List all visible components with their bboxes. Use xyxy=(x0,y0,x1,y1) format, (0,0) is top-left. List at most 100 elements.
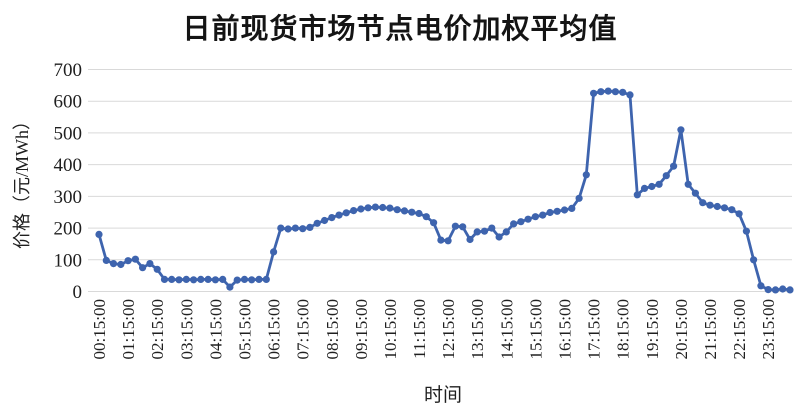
x-tick-label: 16:15:00 xyxy=(556,299,575,359)
y-tick-label: 400 xyxy=(54,155,83,176)
data-point-marker xyxy=(102,256,110,264)
y-axis-tick-labels: 0 100 200 300 400 500 600 700 xyxy=(54,60,83,303)
data-point-marker xyxy=(197,275,205,283)
x-tick-label: 20:15:00 xyxy=(672,299,691,359)
data-point-marker xyxy=(240,275,249,283)
x-tick-label: 13:15:00 xyxy=(468,299,487,359)
x-tick-label: 21:15:00 xyxy=(701,299,720,359)
data-point-marker xyxy=(597,88,605,96)
x-tick-label: 23:15:00 xyxy=(759,299,778,359)
data-point-marker xyxy=(117,260,125,269)
data-point-marker xyxy=(328,214,336,222)
data-point-marker xyxy=(139,264,147,272)
data-point-marker xyxy=(262,275,270,283)
data-point-marker xyxy=(466,235,474,244)
y-tick-label: 0 xyxy=(73,282,83,303)
data-point-marker xyxy=(226,283,234,291)
x-tick-label: 12:15:00 xyxy=(439,299,458,359)
data-point-marker xyxy=(633,191,641,199)
data-point-marker xyxy=(626,91,634,99)
x-tick-label: 15:15:00 xyxy=(526,299,545,359)
data-point-marker xyxy=(590,89,598,97)
x-tick-label: 18:15:00 xyxy=(614,299,633,359)
data-point-marker xyxy=(437,236,445,244)
data-point-marker xyxy=(175,276,183,284)
x-tick-label: 17:15:00 xyxy=(585,299,604,359)
data-point-marker xyxy=(750,256,758,264)
data-point-marker xyxy=(124,257,132,265)
data-point-marker xyxy=(379,203,387,212)
data-point-marker xyxy=(233,276,241,284)
data-point-marker xyxy=(720,204,729,212)
data-point-marker xyxy=(371,203,379,211)
data-point-marker xyxy=(575,194,583,202)
y-tick-label: 300 xyxy=(54,187,83,208)
data-point-marker xyxy=(568,204,576,212)
x-axis-tick-labels: 00:15:00 01:15:00 02:15:00 03:15:00 04:15:00… xyxy=(90,299,778,359)
data-point-marker xyxy=(677,126,685,134)
data-point-marker xyxy=(313,219,321,227)
data-point-marker xyxy=(764,286,772,294)
data-point-marker xyxy=(306,223,314,231)
x-tick-label: 03:15:00 xyxy=(177,299,196,359)
data-point-marker xyxy=(502,228,510,236)
y-tick-label: 700 xyxy=(54,60,83,81)
data-point-marker xyxy=(109,260,118,268)
data-point-marker xyxy=(517,218,525,226)
x-tick-label: 11:15:00 xyxy=(410,299,429,359)
data-point-marker xyxy=(459,223,467,231)
data-point-marker xyxy=(168,275,176,283)
data-point-marker xyxy=(757,282,765,290)
data-point-marker xyxy=(422,213,430,221)
data-point-marker xyxy=(430,219,438,227)
data-point-marker xyxy=(219,275,227,283)
x-tick-label: 22:15:00 xyxy=(730,299,749,359)
data-point-marker xyxy=(728,206,736,214)
data-point-marker xyxy=(480,227,489,235)
data-point-marker xyxy=(190,276,198,284)
chart-title: 日前现货市场节点电价加权平均值 xyxy=(182,14,618,45)
x-tick-label: 06:15:00 xyxy=(265,299,284,359)
data-point-marker xyxy=(284,225,292,233)
gridlines xyxy=(88,69,792,292)
x-tick-label: 14:15:00 xyxy=(497,299,516,359)
data-point-marker xyxy=(386,204,394,212)
data-point-marker xyxy=(277,224,285,232)
data-point-marker xyxy=(604,87,612,95)
data-point-marker xyxy=(255,275,263,283)
data-point-marker xyxy=(786,286,794,294)
data-point-marker xyxy=(451,222,459,230)
x-tick-label: 00:15:00 xyxy=(90,299,109,359)
data-point-marker xyxy=(160,275,169,283)
data-point-marker xyxy=(270,248,278,256)
price-series xyxy=(95,87,794,294)
y-tick-label: 500 xyxy=(54,123,83,144)
y-tick-label: 200 xyxy=(54,219,83,240)
data-point-marker xyxy=(291,224,299,232)
data-point-marker xyxy=(299,225,307,233)
data-point-marker xyxy=(393,206,401,214)
data-point-marker xyxy=(640,184,649,192)
data-point-marker xyxy=(619,88,627,96)
data-point-marker xyxy=(582,171,590,179)
data-point-marker xyxy=(706,201,714,209)
data-point-marker xyxy=(153,265,161,273)
data-point-marker xyxy=(357,205,365,213)
y-tick-label: 600 xyxy=(54,92,83,113)
data-point-marker xyxy=(131,255,139,263)
data-point-marker xyxy=(742,227,751,235)
x-tick-label: 09:15:00 xyxy=(352,299,371,359)
data-point-marker xyxy=(400,207,409,215)
data-point-marker xyxy=(211,276,219,284)
data-point-marker xyxy=(488,224,496,232)
data-point-marker xyxy=(182,275,190,283)
data-point-marker xyxy=(95,230,103,238)
x-tick-label: 05:15:00 xyxy=(235,299,254,359)
data-point-marker xyxy=(342,209,350,217)
data-point-marker xyxy=(699,199,707,207)
data-point-marker xyxy=(415,209,423,218)
data-point-marker xyxy=(648,182,656,191)
data-point-marker xyxy=(771,286,780,294)
data-point-marker xyxy=(713,202,721,211)
